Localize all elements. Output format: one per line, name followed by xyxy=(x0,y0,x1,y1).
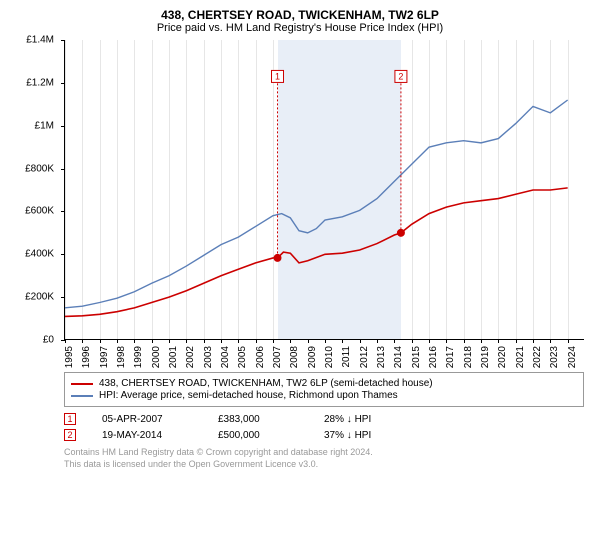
sale-marker xyxy=(397,229,404,236)
x-axis-label: 2013 xyxy=(376,346,387,368)
y-axis-label: £0 xyxy=(43,335,54,346)
sale-delta: 28% ↓ HPI xyxy=(324,414,371,425)
sale-price: £383,000 xyxy=(218,414,298,425)
series-line-price_paid xyxy=(65,188,568,317)
x-axis-label: 2007 xyxy=(272,346,283,368)
x-axis-label: 1995 xyxy=(64,346,75,368)
x-axis-label: 2016 xyxy=(428,346,439,368)
x-axis-label: 2012 xyxy=(359,346,370,368)
y-axis-label: £400K xyxy=(25,249,54,260)
x-axis-label: 2009 xyxy=(307,346,318,368)
legend-swatch xyxy=(71,395,93,397)
sale-date: 19-MAY-2014 xyxy=(102,430,192,441)
legend-swatch xyxy=(71,383,93,385)
x-axis-label: 2020 xyxy=(497,346,508,368)
chart-area: £0£200K£400K£600K£800K£1M£1.2M£1.4M 12 1… xyxy=(64,40,580,370)
x-axis-label: 2024 xyxy=(567,346,578,368)
sale-price: £500,000 xyxy=(218,430,298,441)
x-axis-label: 1999 xyxy=(133,346,144,368)
sale-date: 05-APR-2007 xyxy=(102,414,192,425)
footer-line: This data is licensed under the Open Gov… xyxy=(64,459,580,471)
line-series: 12 xyxy=(65,40,585,340)
sale-row: 1 05-APR-2007 £383,000 28% ↓ HPI xyxy=(64,413,580,425)
y-axis-label: £1.2M xyxy=(26,77,54,88)
y-axis-label: £1M xyxy=(35,120,54,131)
x-axis-label: 2005 xyxy=(237,346,248,368)
legend: 438, CHERTSEY ROAD, TWICKENHAM, TW2 6LP … xyxy=(64,372,584,407)
x-axis-label: 2003 xyxy=(203,346,214,368)
x-axis-label: 2019 xyxy=(480,346,491,368)
x-axis-label: 2008 xyxy=(289,346,300,368)
x-axis-label: 2010 xyxy=(324,346,335,368)
legend-label: HPI: Average price, semi-detached house,… xyxy=(99,390,398,401)
x-axis-label: 2011 xyxy=(341,346,352,368)
x-axis-label: 2006 xyxy=(255,346,266,368)
chart-panel: 438, CHERTSEY ROAD, TWICKENHAM, TW2 6LP … xyxy=(0,0,600,478)
y-axis-label: £200K xyxy=(25,292,54,303)
legend-item-hpi: HPI: Average price, semi-detached house,… xyxy=(71,390,577,401)
event-number: 2 xyxy=(398,71,403,81)
y-axis-label: £600K xyxy=(25,206,54,217)
y-axis-label: £1.4M xyxy=(26,35,54,46)
sale-number-box: 1 xyxy=(64,413,76,425)
sale-number-box: 2 xyxy=(64,429,76,441)
sale-delta: 37% ↓ HPI xyxy=(324,430,371,441)
x-axis-label: 2022 xyxy=(532,346,543,368)
x-axis-label: 1997 xyxy=(99,346,110,368)
x-axis-label: 2017 xyxy=(445,346,456,368)
x-axis-label: 2004 xyxy=(220,346,231,368)
y-axis-label: £800K xyxy=(25,163,54,174)
plot-area: 12 xyxy=(64,40,584,340)
event-number: 1 xyxy=(275,71,280,81)
legend-item-price-paid: 438, CHERTSEY ROAD, TWICKENHAM, TW2 6LP … xyxy=(71,378,577,389)
x-axis-label: 2014 xyxy=(393,346,404,368)
legend-label: 438, CHERTSEY ROAD, TWICKENHAM, TW2 6LP … xyxy=(99,378,433,389)
footer-line: Contains HM Land Registry data © Crown c… xyxy=(64,447,580,459)
series-line-hpi xyxy=(65,100,568,308)
chart-subtitle: Price paid vs. HM Land Registry's House … xyxy=(20,22,580,34)
x-axis-label: 1996 xyxy=(81,346,92,368)
x-axis-label: 2001 xyxy=(168,346,179,368)
x-axis-label: 2018 xyxy=(463,346,474,368)
x-axis-label: 2021 xyxy=(515,346,526,368)
x-axis-label: 1998 xyxy=(116,346,127,368)
sale-row: 2 19-MAY-2014 £500,000 37% ↓ HPI xyxy=(64,429,580,441)
footer-attribution: Contains HM Land Registry data © Crown c… xyxy=(64,447,580,470)
x-axis-label: 2002 xyxy=(185,346,196,368)
chart-title: 438, CHERTSEY ROAD, TWICKENHAM, TW2 6LP xyxy=(20,8,580,22)
x-axis-label: 2000 xyxy=(151,346,162,368)
x-axis-label: 2023 xyxy=(549,346,560,368)
sale-marker xyxy=(274,254,281,261)
x-axis-label: 2015 xyxy=(411,346,422,368)
